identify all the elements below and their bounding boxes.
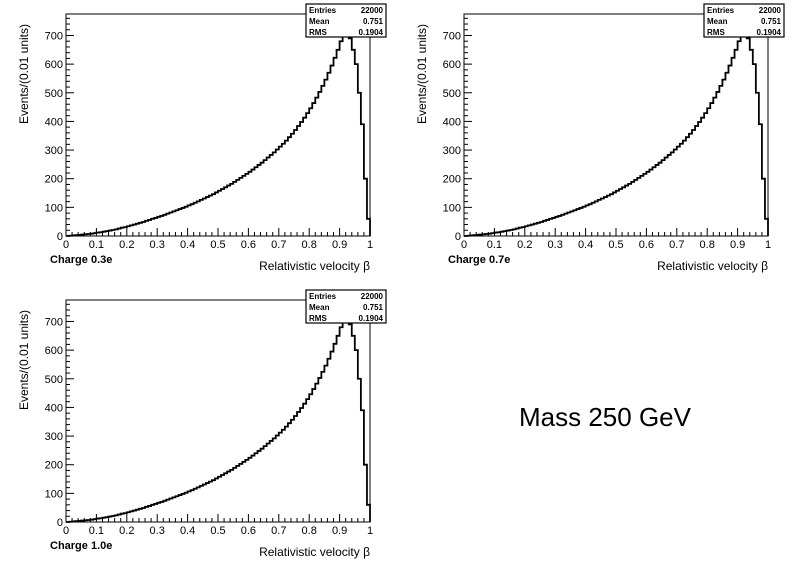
x-tick-label: 0.5: [210, 525, 225, 537]
stats-box: [305, 3, 387, 38]
histogram-panel-3: 0 0.1 0.2 0.3 0.4 0.5 0.6 0.7 0.8 0.9 1 0 100 200 300 4…: [17, 289, 387, 559]
charge-caption: Charge 1.0e: [50, 540, 112, 552]
y-tick-label: 500: [443, 88, 461, 100]
plot-frame: [463, 13, 769, 237]
charge-caption: Charge 0.3e: [50, 254, 112, 266]
x-tick-label: 0.8: [700, 239, 715, 251]
stats-value: 0.751: [363, 303, 384, 312]
x-tick-label: 0.6: [639, 239, 654, 251]
stats-value: 0.1904: [359, 314, 384, 323]
stats-box: [305, 289, 387, 324]
stats-value: 0.751: [363, 17, 384, 26]
histogram-series-line: [66, 34, 371, 237]
y-tick-label: 200: [45, 460, 63, 472]
x-tick-label: 0.8: [302, 239, 317, 251]
y-tick-label: 400: [443, 116, 461, 128]
y-tick-label: 200: [443, 174, 461, 186]
x-tick-label: 0.7: [669, 239, 684, 251]
x-tick-label: 0.3: [150, 525, 165, 537]
x-tick-label: 0.6: [241, 239, 256, 251]
y-tick-label: 200: [45, 174, 63, 186]
y-tick-label: 500: [45, 374, 63, 386]
x-tick-label: 0.1: [487, 239, 502, 251]
stats-key: Entries: [309, 6, 337, 15]
x-tick-label: 0.9: [332, 525, 347, 537]
stats-key: Mean: [707, 17, 728, 26]
x-tick-label: 0.3: [548, 239, 563, 251]
plot-frame: [65, 13, 371, 237]
stats-box: [703, 3, 785, 38]
y-tick-label: 600: [45, 59, 63, 71]
y-tick-label: 600: [443, 59, 461, 71]
x-tick-label: 1: [367, 525, 373, 537]
x-tick-label: 0.4: [180, 239, 195, 251]
stats-key: Entries: [707, 6, 735, 15]
y-axis-title: Events/(0.01 units): [415, 24, 429, 124]
stats-value: 22000: [361, 6, 384, 15]
y-tick-label: 100: [443, 202, 461, 214]
x-tick-label: 1: [765, 239, 771, 251]
y-axis-title: Events/(0.01 units): [17, 310, 31, 410]
stats-value: 0.751: [761, 17, 782, 26]
x-axis-title: Relativistic velocity β: [259, 545, 370, 559]
charge-caption: Charge 0.7e: [448, 254, 510, 266]
x-tick-label: 0.4: [180, 525, 195, 537]
stats-key: RMS: [309, 28, 327, 37]
mass-annotation: Mass 250 GeV: [519, 402, 691, 432]
stats-value: 0.1904: [359, 28, 384, 37]
y-tick-label: 0: [57, 517, 63, 529]
x-tick-label: 0.8: [302, 525, 317, 537]
x-tick-label: 0.2: [517, 239, 532, 251]
x-tick-label: 0: [461, 239, 467, 251]
y-tick-label: 600: [45, 345, 63, 357]
stats-key: Entries: [309, 292, 337, 301]
x-tick-label: 0.4: [578, 239, 593, 251]
histogram-panel-1: 0 0.1 0.2 0.3 0.4 0.5 0.6 0.7 0.8 0.9 1 0 100 200 300 4…: [17, 3, 387, 273]
y-tick-label: 0: [57, 231, 63, 243]
y-tick-label: 400: [45, 402, 63, 414]
x-tick-label: 1: [367, 239, 373, 251]
y-axis-title: Events/(0.01 units): [17, 24, 31, 124]
x-tick-label: 0.3: [150, 239, 165, 251]
x-tick-label: 0.7: [271, 525, 286, 537]
stats-key: Mean: [309, 17, 330, 26]
y-tick-label: 400: [45, 116, 63, 128]
histogram-panel-2: 0 0.1 0.2 0.3 0.4 0.5 0.6 0.7 0.8 0.9 1 0 100 200 300 4…: [415, 3, 785, 273]
y-tick-label: 0: [455, 231, 461, 243]
stats-key: Mean: [309, 303, 330, 312]
y-tick-label: 300: [45, 145, 63, 157]
y-tick-label: 300: [45, 431, 63, 443]
y-tick-label: 500: [45, 88, 63, 100]
stats-value: 22000: [361, 292, 384, 301]
x-axis-title: Relativistic velocity β: [259, 259, 370, 273]
x-tick-label: 0.7: [271, 239, 286, 251]
x-axis-title: Relativistic velocity β: [657, 259, 768, 273]
x-tick-label: 0.1: [89, 239, 104, 251]
y-tick-label: 100: [45, 202, 63, 214]
stats-value: 0.1904: [757, 28, 782, 37]
x-tick-label: 0.2: [119, 239, 134, 251]
y-tick-label: 700: [45, 316, 63, 328]
y-tick-label: 300: [443, 145, 461, 157]
x-tick-label: 0: [63, 525, 69, 537]
y-tick-label: 100: [45, 488, 63, 500]
x-tick-label: 0.6: [241, 525, 256, 537]
x-tick-label: 0.1: [89, 525, 104, 537]
x-tick-label: 0.9: [332, 239, 347, 251]
x-tick-label: 0.9: [730, 239, 745, 251]
plot-frame: [65, 299, 371, 523]
stats-key: RMS: [707, 28, 725, 37]
y-tick-label: 700: [443, 30, 461, 42]
x-tick-label: 0.5: [210, 239, 225, 251]
x-tick-label: 0.2: [119, 525, 134, 537]
x-tick-label: 0: [63, 239, 69, 251]
histogram-series-line: [464, 34, 769, 237]
histogram-series-line: [66, 320, 371, 523]
stats-key: RMS: [309, 314, 327, 323]
stats-value: 22000: [759, 6, 782, 15]
x-tick-label: 0.5: [608, 239, 623, 251]
y-tick-label: 700: [45, 30, 63, 42]
